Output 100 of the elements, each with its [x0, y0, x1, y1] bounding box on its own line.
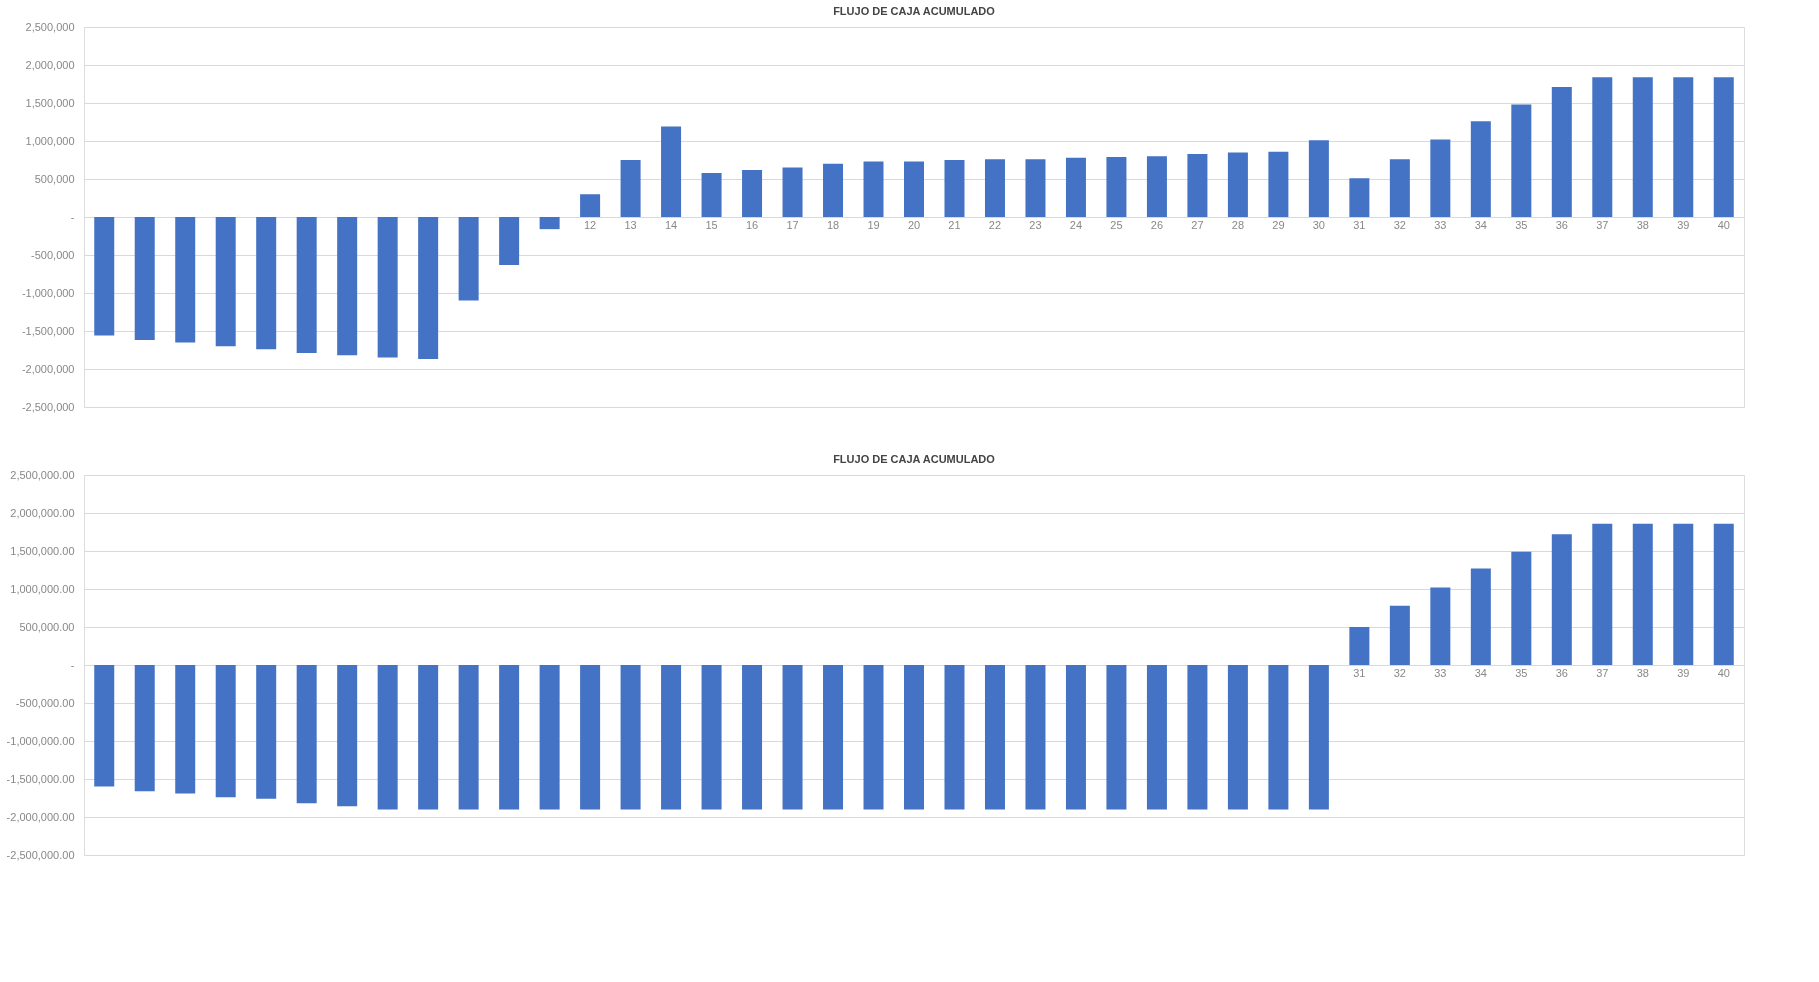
bar — [742, 665, 763, 810]
bar — [823, 163, 844, 217]
bar — [1551, 534, 1572, 665]
bar — [1349, 627, 1370, 665]
x-tick-label: 32 — [1393, 218, 1406, 231]
bar — [984, 159, 1005, 217]
y-tick-label: -500,000 — [31, 248, 75, 261]
bar — [944, 160, 965, 217]
x-tick-label: 13 — [624, 218, 637, 231]
bar — [1146, 665, 1167, 810]
bar — [1227, 665, 1248, 810]
x-tick-label: 36 — [1555, 218, 1568, 231]
bar — [823, 665, 844, 810]
bar — [782, 665, 803, 810]
x-tick-label: 34 — [1474, 218, 1487, 231]
bar — [661, 126, 682, 217]
bar — [499, 217, 520, 265]
bar — [296, 217, 317, 354]
x-tick-label: 36 — [1555, 666, 1568, 679]
x-tick-label: 26 — [1150, 218, 1164, 231]
y-tick-label: -2,500,000 — [21, 400, 75, 413]
y-tick-label: 1,000,000.00 — [10, 582, 75, 595]
x-tick-label: 25 — [1110, 218, 1123, 231]
y-tick-label: -1,000,000.00 — [6, 734, 75, 747]
bar — [539, 217, 560, 230]
bar — [863, 161, 884, 217]
bar — [701, 665, 722, 810]
bar — [1308, 140, 1329, 217]
x-tick-label: 29 — [1272, 218, 1285, 231]
chart-title: FLUJO DE CAJA ACUMULADO — [833, 453, 996, 465]
bar — [458, 217, 479, 301]
bar — [1389, 605, 1410, 665]
bar — [418, 665, 439, 810]
y-tick-label: -2,000,000 — [21, 362, 75, 375]
x-tick-label: 12 — [583, 218, 597, 231]
bar — [1551, 87, 1572, 217]
bar — [1430, 587, 1451, 665]
bar — [863, 665, 884, 810]
bar — [539, 665, 560, 810]
bar — [1025, 665, 1046, 810]
x-tick-label: 20 — [907, 218, 921, 231]
bar — [1673, 77, 1694, 217]
x-tick-label: 30 — [1312, 218, 1325, 231]
x-tick-label: 35 — [1515, 666, 1528, 679]
x-tick-label: 31 — [1353, 666, 1366, 679]
bar — [1389, 159, 1410, 217]
x-tick-label: 14 — [664, 218, 678, 231]
bar — [1430, 139, 1451, 217]
x-tick-label: 21 — [948, 218, 961, 231]
bar — [1632, 523, 1653, 665]
x-tick-label: 35 — [1515, 218, 1528, 231]
bar — [1268, 665, 1289, 810]
bar — [1106, 665, 1127, 810]
bar — [94, 217, 115, 336]
bar — [1713, 523, 1734, 665]
bar — [134, 665, 155, 792]
bar — [377, 665, 398, 810]
x-tick-label: 27 — [1191, 218, 1204, 231]
x-tick-label: 38 — [1636, 218, 1649, 231]
bar — [1227, 152, 1248, 217]
x-tick-label: 39 — [1677, 218, 1690, 231]
y-tick-label: -1,000,000 — [21, 286, 75, 299]
x-tick-label: 32 — [1393, 666, 1406, 679]
bar — [1268, 151, 1289, 217]
x-tick-label: 39 — [1677, 666, 1690, 679]
bar — [256, 665, 277, 799]
bar — [499, 665, 520, 810]
x-tick-label: 22 — [988, 218, 1002, 231]
bar — [1187, 665, 1208, 810]
bar — [984, 665, 1005, 810]
bar — [1065, 157, 1086, 217]
bar — [620, 160, 641, 217]
bar — [337, 665, 358, 807]
bar — [337, 217, 358, 356]
x-tick-label: 31 — [1353, 218, 1366, 231]
y-tick-label: -500,000.00 — [15, 696, 75, 709]
bar — [1713, 77, 1734, 217]
x-tick-label: 34 — [1474, 666, 1487, 679]
y-tick-label: 1,500,000.00 — [10, 544, 75, 557]
x-tick-label: 19 — [867, 218, 880, 231]
y-tick-label: -2,500,000.00 — [6, 848, 75, 861]
bar — [944, 665, 965, 810]
bar — [1511, 104, 1532, 217]
x-tick-label: 37 — [1596, 218, 1609, 231]
y-tick-label: 2,000,000 — [25, 58, 75, 71]
bar — [620, 665, 641, 810]
y-tick-label: 2,000,000.00 — [10, 506, 75, 519]
y-tick-label: 1,000,000 — [25, 134, 75, 147]
bar — [661, 665, 682, 810]
x-tick-label: 38 — [1636, 666, 1649, 679]
x-tick-label: 23 — [1029, 218, 1042, 231]
bar — [1470, 568, 1491, 665]
x-tick-label: 24 — [1069, 218, 1083, 231]
x-tick-label: 28 — [1231, 218, 1245, 231]
y-tick-label: -1,500,000.00 — [6, 772, 75, 785]
y-tick-label: -1,500,000 — [21, 324, 75, 337]
bar — [1187, 153, 1208, 217]
bar — [94, 665, 115, 787]
x-tick-label: 40 — [1717, 218, 1730, 231]
bar — [1592, 523, 1613, 665]
